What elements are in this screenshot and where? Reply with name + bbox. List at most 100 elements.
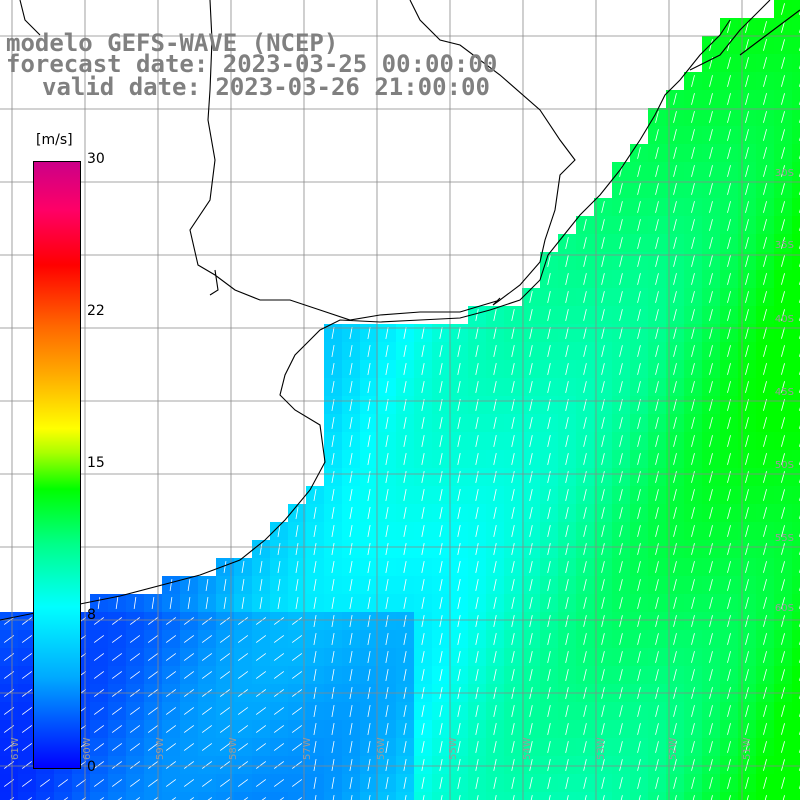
wind-arrow (637, 741, 641, 753)
wind-arrow (763, 381, 767, 393)
wind-speed-cell (792, 702, 800, 720)
lon-label: 52W (668, 737, 679, 760)
wind-arrow (655, 669, 659, 681)
wind-arrow (111, 743, 123, 751)
wind-arrow (691, 471, 695, 483)
wind-speed-cell (216, 792, 234, 800)
wind-arrow (255, 707, 267, 715)
wind-arrow (331, 705, 335, 717)
wind-arrow (655, 579, 659, 591)
wind-arrow (745, 201, 749, 213)
wind-arrow (763, 345, 767, 357)
wind-arrow (727, 381, 731, 393)
wind-arrow (673, 705, 677, 717)
lon-label: 51W (742, 737, 753, 760)
wind-speed-cell (792, 144, 800, 162)
wind-speed-cell (504, 792, 522, 800)
wind-arrow (710, 795, 713, 800)
wind-arrow (475, 615, 479, 627)
wind-arrow (529, 291, 533, 303)
colorbar-tick: 8 (87, 607, 96, 623)
wind-arrow (165, 707, 177, 715)
wind-arrow (763, 129, 767, 141)
wind-arrow (129, 653, 141, 661)
wind-arrow (709, 237, 713, 249)
wind-arrow (511, 633, 515, 645)
wind-arrow (637, 273, 641, 285)
wind-arrow (219, 653, 231, 661)
wind-arrow (99, 797, 105, 800)
map-title-model: modelo GEFS-WAVE (NCEP) (6, 29, 339, 57)
wind-arrow (637, 651, 641, 663)
wind-arrow (93, 653, 105, 661)
wind-arrow (601, 741, 605, 753)
wind-arrow (529, 471, 533, 483)
wind-arrow (709, 417, 713, 429)
wind-arrow (547, 759, 551, 771)
wind-arrow (129, 671, 141, 679)
wind-arrow (781, 381, 785, 393)
wind-arrow (529, 705, 533, 717)
colorbar-tick: 15 (87, 455, 105, 471)
wind-arrow (619, 309, 623, 321)
wind-speed-cell (306, 792, 324, 800)
wind-arrow (691, 201, 695, 213)
wind-arrow (439, 705, 443, 717)
wind-arrow (763, 75, 767, 87)
wind-arrow (421, 651, 425, 663)
wind-arrow (313, 507, 317, 519)
wind-arrow (655, 705, 659, 717)
wind-arrow (781, 93, 785, 105)
wind-arrow (331, 759, 335, 771)
wind-arrow (331, 435, 335, 447)
wind-arrow (439, 345, 443, 357)
wind-arrow (349, 489, 353, 501)
wind-arrow (475, 561, 479, 573)
wind-arrow (421, 525, 425, 537)
wind-arrow (583, 345, 587, 357)
wind-arrow (763, 435, 767, 447)
wind-arrow (291, 635, 303, 643)
wind-arrow (781, 75, 785, 87)
wind-arrow (745, 579, 749, 591)
wind-arrow (709, 507, 713, 519)
wind-arrow (727, 525, 731, 537)
wind-arrow (421, 741, 425, 753)
wind-arrow (367, 345, 371, 357)
wind-arrow (583, 615, 587, 627)
wind-arrow (367, 777, 371, 789)
wind-arrow (511, 453, 515, 465)
wind-arrow (547, 669, 551, 681)
wind-arrow (111, 707, 123, 715)
wind-arrow (117, 797, 123, 800)
wind-arrow (673, 471, 677, 483)
wind-arrow (493, 381, 497, 393)
wind-arrow (367, 471, 371, 483)
wind-arrow (295, 561, 299, 573)
wind-arrow (183, 671, 195, 679)
wind-arrow (601, 759, 605, 771)
wind-arrow (673, 255, 677, 267)
wind-arrow (201, 707, 213, 715)
wind-arrow (547, 453, 551, 465)
wind-arrow (219, 725, 231, 733)
wind-arrow (619, 777, 623, 789)
wind-arrow (547, 435, 551, 447)
wind-arrow (583, 273, 587, 285)
colorbar-tick: 30 (87, 151, 105, 167)
wind-arrow (385, 651, 389, 663)
wind-arrow (475, 327, 479, 339)
wind-arrow (745, 651, 749, 663)
wind-arrow (313, 615, 317, 627)
wind-speed-cell (792, 612, 800, 630)
wind-arrow (385, 543, 389, 555)
wind-arrow (93, 671, 105, 679)
wind-arrow (709, 435, 713, 447)
wind-arrow (601, 345, 605, 357)
wind-arrow (313, 561, 317, 573)
wind-arrow (349, 417, 353, 429)
wind-arrow (781, 345, 785, 357)
wind-arrow (331, 579, 335, 591)
wind-arrow (511, 327, 515, 339)
wind-arrow (273, 743, 285, 751)
